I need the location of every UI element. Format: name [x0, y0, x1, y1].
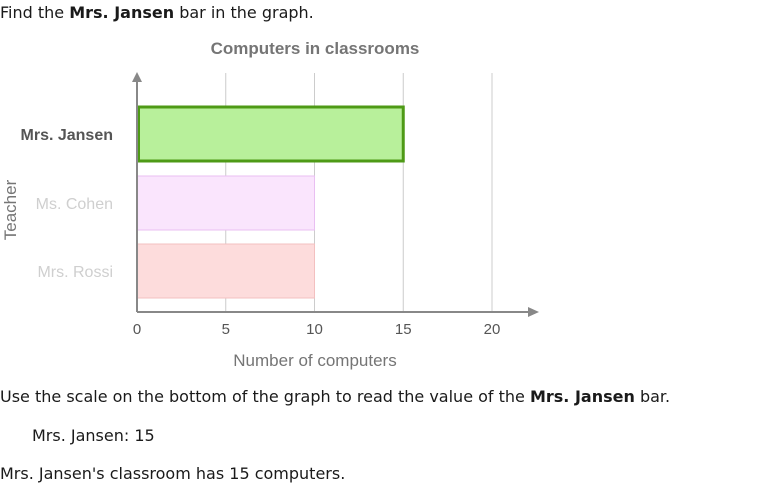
- bar-ms-cohen: [137, 175, 315, 231]
- chart-title: Computers in classrooms: [211, 39, 420, 58]
- instruction-text: Use the scale on the bottom of the graph…: [0, 387, 670, 407]
- y-axis-label: Teacher: [1, 179, 20, 240]
- intro-text: Find the Mrs. Jansen bar in the graph.: [0, 3, 314, 23]
- x-axis-arrow: [528, 307, 539, 317]
- intro-pre: Find the: [0, 3, 70, 22]
- instruction-post: bar.: [634, 387, 671, 406]
- answer-line: Mrs. Jansen: 15: [32, 426, 155, 445]
- x-axis-label: Number of computers: [233, 351, 396, 370]
- x-tick-label-5: 5: [222, 321, 230, 338]
- bar-mrs-rossi: [137, 243, 315, 299]
- x-tick-label-10: 10: [306, 321, 323, 338]
- y-axis-arrow: [132, 72, 142, 82]
- conclusion-text: Mrs. Jansen's classroom has 15 computers…: [0, 464, 346, 483]
- x-tick-label-15: 15: [395, 321, 412, 338]
- x-tick-label-20: 20: [484, 321, 501, 338]
- intro-post: bar in the graph.: [174, 3, 314, 22]
- category-label-mrs-jansen: Mrs. Jansen: [21, 127, 113, 144]
- instruction-bold: Mrs. Jansen: [529, 387, 635, 406]
- category-label-ms-cohen: Ms. Cohen: [36, 196, 113, 213]
- bar-chart: Computers in classrooms 0 5 10 15 20 Mrs. Jan…: [1, 39, 539, 370]
- instruction-pre: Use the scale on the bottom of the graph…: [0, 387, 530, 406]
- bar-mrs-jansen: [137, 105, 405, 163]
- category-label-mrs-rossi: Mrs. Rossi: [37, 264, 113, 281]
- x-tick-label-0: 0: [133, 321, 141, 338]
- intro-bold: Mrs. Jansen: [69, 3, 175, 22]
